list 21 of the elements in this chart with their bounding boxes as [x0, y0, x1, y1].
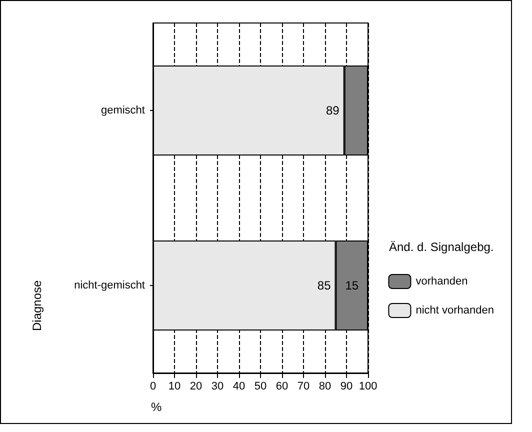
- x-tick-label: 20: [190, 380, 202, 392]
- x-tick-label: 100: [358, 380, 378, 392]
- x-tick-label: 50: [254, 380, 267, 392]
- x-tick-label: 70: [297, 380, 310, 392]
- x-tick-label: 90: [340, 380, 353, 392]
- x-tick-label: 10: [168, 380, 181, 392]
- x-tick-label: 40: [232, 380, 246, 392]
- legend-label: nicht vorhanden: [416, 304, 494, 316]
- x-axis-title: %: [151, 400, 162, 414]
- data-label: 89: [326, 104, 340, 118]
- x-tick-label: 80: [318, 380, 332, 392]
- x-tick-label: 30: [211, 380, 224, 392]
- data-label: 85: [317, 278, 332, 292]
- x-tick-label: 0: [150, 380, 156, 392]
- x-tick-label: 60: [276, 380, 288, 392]
- y-axis-title: Diagnose: [30, 280, 44, 331]
- y-tick-label: gemischt: [100, 104, 145, 116]
- y-tick-label: nicht-gemischt: [74, 280, 145, 292]
- legend-label: vorhanden: [416, 276, 468, 288]
- data-label: 15: [345, 278, 359, 292]
- legend-title: Änd. d. Signalgebg.: [389, 240, 494, 254]
